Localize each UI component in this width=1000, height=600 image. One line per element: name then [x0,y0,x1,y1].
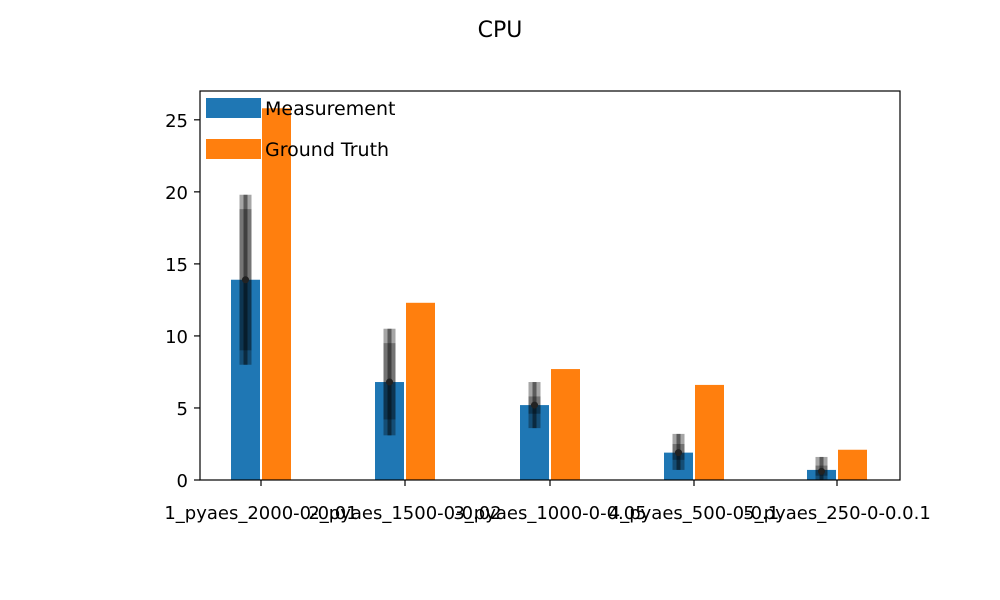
y-tick-label-10: 10 [165,327,188,348]
error-center-5 [818,467,825,475]
bar-measurement-2 [375,382,404,480]
y-tick-label-5: 5 [177,399,188,420]
legend-label-ground-truth: Ground Truth [265,139,389,161]
bar-ground-truth-5 [838,449,867,480]
error-center-1 [242,276,249,284]
bar-measurement-1 [231,279,260,480]
legend-label-measurement: Measurement [265,98,395,120]
x-tick-label-5: 5_pyaes_250-0-0.0.1 [743,503,931,524]
y-tick-label-20: 20 [165,183,188,204]
bar-ground-truth-4 [695,384,724,480]
bar-measurement-5 [807,469,836,480]
y-tick-label-0: 0 [177,471,188,492]
error-center-3 [531,401,538,409]
plot-area [231,108,867,481]
legend-swatch-measurement [206,98,261,118]
error-center-4 [675,449,682,457]
x-axis: 1_pyaes_2000-0-0.012_pyaes_1500-0-0.023_… [164,480,931,524]
x-tick-label-3: 3_pyaes_1000-0-0.05 [453,503,646,524]
y-tick-label-15: 15 [165,255,188,276]
legend: Measurement Ground Truth [206,98,395,161]
bar-measurement-4 [664,452,693,480]
x-tick-label-4: 4_pyaes_500-0-0.1 [609,503,779,524]
y-axis: 0 5 10 15 20 25 [165,111,200,492]
bar-measurement-3 [520,405,549,480]
legend-swatch-ground-truth [206,139,261,159]
x-tick-label-1: 1_pyaes_2000-0-0.01 [164,503,357,524]
y-tick-label-25: 25 [165,111,188,132]
chart-title: CPU [478,18,523,43]
bar-ground-truth-1 [262,108,291,481]
error-center-2 [386,378,393,386]
bar-ground-truth-3 [551,369,580,480]
x-tick-label-2: 2_pyaes_1500-0-0.02 [308,503,501,524]
bar-ground-truth-2 [406,302,435,480]
